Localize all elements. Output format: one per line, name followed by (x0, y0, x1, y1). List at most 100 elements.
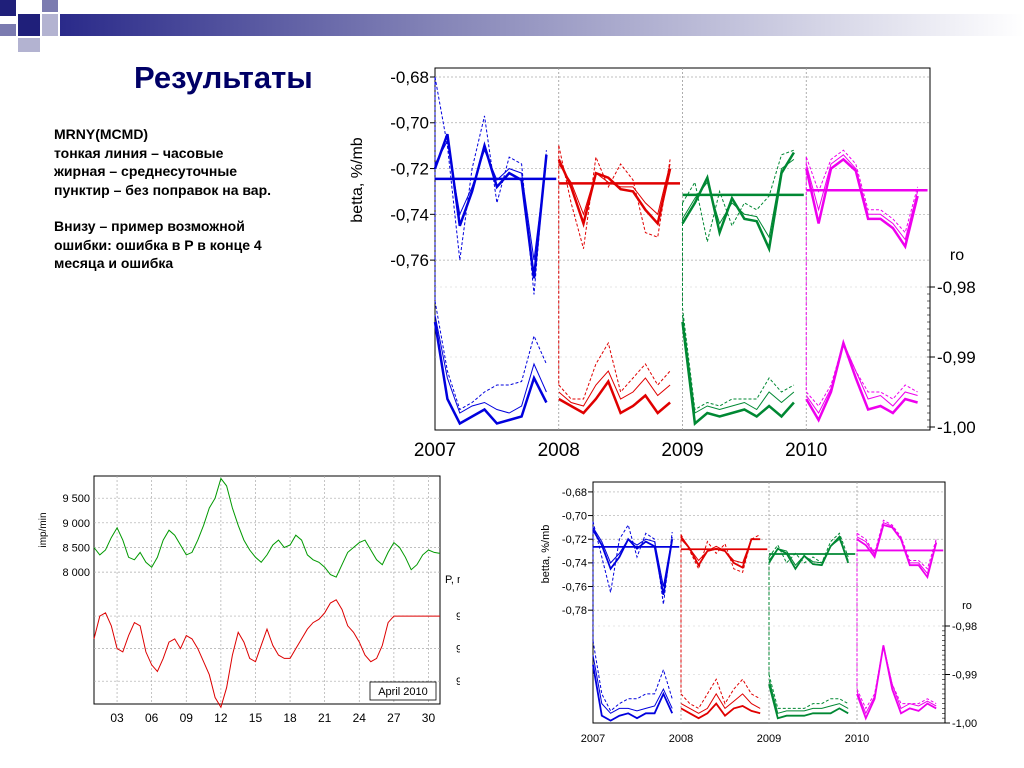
header-gradient-bar (60, 14, 1024, 36)
neutron-count-line (93, 477, 441, 578)
ro-axis-label: ro (950, 247, 964, 264)
ro-daily-line-2010 (856, 645, 937, 721)
betta-uncorrected-line-2010 (856, 519, 937, 570)
x-tick-label: 18 (283, 711, 297, 725)
pressure-tick-label: 980 (456, 644, 460, 656)
ro-hourly-line-2007 (434, 314, 547, 414)
betta-axis-label: betta, %/mb (349, 137, 366, 222)
x-tick-label: 21 (318, 711, 332, 725)
decor-square-1 (0, 0, 16, 16)
betta-ro-error-chart: 2007 2008 2009 2010 -0,68 -0,70 -0,72 -0,74 -0,7… (540, 481, 977, 745)
x-tick-label: 2007 (414, 440, 456, 461)
pressure-axis-label: P, mb (445, 574, 460, 586)
ro-tick-label: -0,98 (952, 621, 977, 633)
betta-tick-label: -0,68 (562, 487, 587, 499)
ro-daily-line-2008 (680, 702, 761, 720)
x-tick-label: 2009 (661, 440, 703, 461)
betta-daily-line-2007 (592, 529, 674, 595)
betta-tick-label: -0,72 (562, 534, 587, 546)
betta-tick-label: -0,68 (390, 68, 429, 87)
ro-hourly-line-2008 (558, 370, 671, 407)
ro-uncorrected-line-2009 (682, 307, 795, 411)
betta-daily-line-2009 (681, 151, 795, 253)
decor-square-3 (42, 0, 58, 12)
notes-line-4: пунктир – без поправок на вар. (54, 181, 272, 198)
x-tick-label: 09 (180, 711, 194, 725)
ro-hourly-line-2010 (856, 645, 937, 715)
betta-tick-label: -0,70 (390, 114, 429, 133)
betta-daily-line-2007 (433, 133, 548, 279)
ro-hourly-line-2007 (592, 655, 673, 714)
x-tick-label: 12 (214, 711, 228, 725)
pressure-tick-label: 970 (456, 676, 460, 688)
imp-tick-label: 9 000 (62, 518, 90, 530)
betta-tick-label: -0,72 (390, 160, 429, 179)
betta-daily-line-2009 (768, 535, 850, 571)
x-tick-label: 2007 (581, 733, 605, 745)
x-tick-label: 2010 (785, 440, 827, 461)
x-tick-label: 24 (353, 711, 367, 725)
imp-tick-label: 9 500 (62, 493, 90, 505)
notes-line-3: жирная – среднесуточные (54, 163, 238, 179)
ro-uncorrected-line-2008 (680, 678, 761, 710)
betta-tick-label: -0,74 (390, 205, 429, 224)
notes-line-1: MRNY(MCMD) (54, 126, 149, 142)
betta-uncorrected-line-2008 (558, 145, 671, 249)
pressure-line (93, 599, 440, 709)
x-tick-label: 2010 (845, 733, 869, 745)
betta-daily-line-2008 (557, 158, 672, 228)
notes-line-2: тонкая линия – часовые (54, 144, 224, 161)
neutron-pressure-april-chart: 03 06 09 12 15 18 21 24 27 30 9 500 9 000 8 500 8 000… (38, 475, 460, 725)
ro-hourly-line-2009 (768, 679, 849, 714)
x-tick-label: 27 (387, 711, 401, 725)
notes-line-5: Внизу – пример возможной (54, 218, 245, 234)
notes-gap (54, 199, 344, 217)
ro-uncorrected-line-2009 (768, 674, 849, 709)
betta-uncorrected-line-2009 (682, 149, 795, 242)
betta-hourly-line-2007 (592, 527, 673, 587)
x-tick-label: 2009 (757, 733, 781, 745)
ro-daily-line-2010 (805, 338, 918, 423)
betta-tick-label: -0,78 (562, 605, 587, 617)
imp-tick-label: 8 500 (62, 542, 90, 554)
month-annotation: April 2010 (378, 686, 428, 698)
ro-tick-label: -0,99 (952, 669, 977, 681)
betta-daily-line-2010 (805, 157, 919, 250)
betta-hourly-line-2008 (558, 163, 671, 216)
ro-hourly-line-2010 (805, 341, 918, 414)
ro-uncorrected-line-2008 (558, 341, 671, 400)
decor-square-5 (18, 38, 40, 52)
ro-tick-label: -1,00 (952, 718, 977, 730)
betta-tick-label: -0,70 (562, 510, 587, 522)
betta-tick-label: -0,74 (562, 558, 587, 570)
notes-line-7: месяца и ошибка (54, 255, 174, 271)
pressure-tick-label: 990 (456, 611, 460, 623)
x-tick-label: 2008 (669, 733, 693, 745)
x-tick-label: 30 (422, 711, 436, 725)
ro-daily-line-2008 (558, 378, 671, 415)
ro-tick-label: -1,00 (937, 418, 976, 437)
x-tick-label: 03 (110, 711, 124, 725)
betta-uncorrected-line-2007 (592, 521, 673, 605)
plot-frame (93, 475, 441, 705)
betta-axis-label: betta, %/mb (540, 525, 552, 584)
x-tick-label: 2008 (538, 440, 580, 461)
decor-square-4 (42, 14, 58, 36)
betta-uncorrected-line-2007 (434, 76, 547, 295)
ro-uncorrected-line-2010 (805, 341, 918, 407)
ro-daily-line-2007 (592, 664, 674, 722)
ro-daily-line-2009 (681, 321, 795, 426)
ro-uncorrected-line-2010 (856, 645, 937, 710)
ro-uncorrected-line-2007 (592, 640, 673, 712)
x-tick-label: 15 (249, 711, 263, 725)
ro-uncorrected-line-2007 (434, 300, 547, 411)
x-tick-label: 06 (145, 711, 159, 725)
ro-daily-line-2007 (433, 321, 548, 426)
slide-notes: MRNY(MCMD) тонкая линия – часовые жирная… (54, 125, 344, 273)
ro-hourly-line-2008 (680, 692, 761, 714)
ro-daily-line-2009 (768, 683, 849, 720)
ro-hourly-line-2009 (682, 314, 795, 414)
betta-tick-label: -0,76 (390, 251, 429, 270)
ro-axis-label: ro (962, 600, 972, 612)
decor-square-6 (0, 24, 16, 36)
